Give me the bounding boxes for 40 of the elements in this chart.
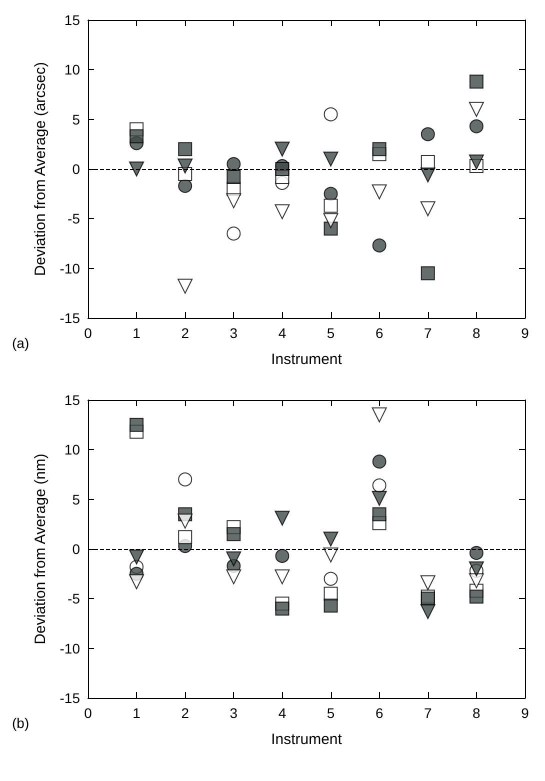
y-tick-label: -5 — [68, 590, 80, 607]
x-axis-title: Instrument — [271, 351, 343, 368]
x-tick-label: 7 — [424, 705, 432, 721]
x-axis-title: Instrument — [271, 731, 343, 748]
x-tick-label: 3 — [230, 705, 238, 721]
y-tick-label: -5 — [68, 210, 80, 227]
y-tick-label: 10 — [64, 442, 80, 458]
x-tick-label: 3 — [230, 325, 238, 341]
x-tick-label: 8 — [472, 705, 481, 721]
y-tick-label: 0 — [72, 541, 80, 557]
y-tick-label: 5 — [72, 491, 80, 508]
y-tick-label: 15 — [64, 12, 80, 28]
y-tick-label: 15 — [64, 392, 80, 408]
y-axis-title: Deviation from Average (arcsec) — [32, 62, 49, 276]
x-tick-label: 1 — [132, 325, 141, 341]
x-tick-label: 6 — [375, 325, 384, 341]
y-tick-label: -15 — [60, 690, 80, 706]
x-tick-label: 9 — [521, 325, 530, 341]
y-tick-label: 5 — [72, 111, 80, 128]
x-tick-label: 2 — [181, 705, 190, 721]
text: (b) — [12, 715, 30, 731]
x-tick-label: 7 — [424, 325, 432, 341]
x-tick-label: 2 — [181, 325, 190, 341]
x-tick-label: 0 — [84, 705, 92, 721]
x-tick-label: 0 — [84, 325, 92, 341]
y-tick-label: 0 — [72, 161, 80, 177]
x-tick-label: 4 — [278, 325, 286, 341]
x-tick-label: 5 — [326, 325, 335, 341]
x-tick-label: 4 — [278, 705, 286, 721]
y-tick-label: -15 — [60, 310, 80, 326]
x-tick-label: 9 — [521, 705, 530, 721]
text: (a) — [12, 335, 30, 351]
y-tick-label: -10 — [60, 260, 80, 276]
y-tick-label: -10 — [60, 640, 80, 656]
x-tick-label: 1 — [132, 705, 141, 721]
y-tick-label: 10 — [64, 62, 80, 78]
x-tick-label: 8 — [472, 325, 481, 341]
x-tick-label: 6 — [375, 705, 384, 721]
y-axis-title: Deviation from Average (nm) — [32, 454, 49, 644]
x-tick-label: 5 — [326, 705, 335, 721]
